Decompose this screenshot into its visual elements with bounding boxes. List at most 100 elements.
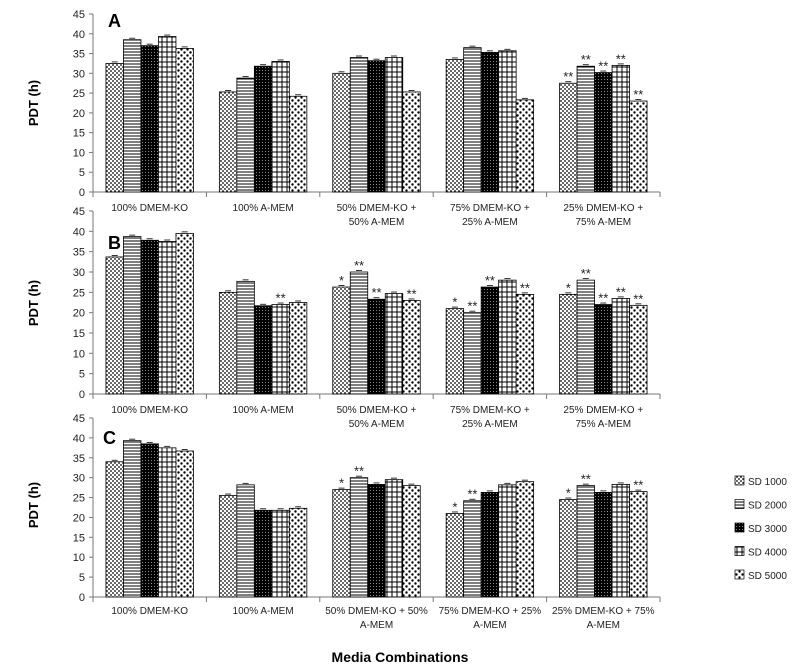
- bar-sd-1000: [332, 286, 351, 395]
- panel-label: B: [108, 233, 121, 253]
- bar-sd-1000: [218, 291, 238, 395]
- category-label: 25% DMEM-KO +: [563, 203, 643, 214]
- significance-mark: **: [354, 464, 364, 479]
- y-tick-label: 15: [73, 532, 85, 544]
- category-label: 25% DMEM-KO +: [563, 405, 643, 416]
- x-axis-title: Media Combinations: [332, 649, 469, 665]
- category-label: 75% A-MEM: [576, 419, 632, 430]
- bar-sd-2000: [236, 77, 255, 193]
- y-tick-label: 25: [73, 493, 85, 505]
- legend-label: SD 3000: [748, 524, 787, 535]
- y-tick-label: 40: [73, 226, 85, 238]
- bar-sd-2000: [349, 477, 369, 598]
- y-axis-label: PDT (h): [26, 280, 41, 326]
- legend-label: SD 1000: [748, 477, 787, 488]
- y-tick-label: 40: [73, 29, 85, 41]
- chart-panel-b: 0 5 10 15 20 25 30 35 40 45 PDT (h) B 100% DMEM-KO 10…: [26, 206, 661, 430]
- y-tick-label: 10: [73, 552, 85, 564]
- bar-sd-4000: [611, 65, 630, 193]
- legend-label: SD 4000: [748, 548, 787, 559]
- legend-swatch: [734, 569, 745, 580]
- bar-sd-5000: [402, 485, 421, 598]
- bar-sd-4000: [271, 509, 290, 598]
- significance-mark: **: [633, 291, 643, 306]
- bar-sd-2000: [123, 440, 142, 598]
- bar-sd-5000: [288, 507, 308, 598]
- bar-sd-1000: [218, 91, 238, 193]
- y-tick-label: 5: [79, 369, 85, 381]
- category-label: 50% A-MEM: [349, 217, 405, 228]
- bar-sd-1000: [559, 293, 578, 395]
- y-tick-label: 0: [79, 187, 85, 199]
- y-tick-label: 25: [73, 287, 85, 299]
- bar-sd-1000: [105, 256, 124, 395]
- legend-swatch: [734, 475, 745, 486]
- y-tick-label: 35: [73, 453, 85, 465]
- bar-sd-2000: [463, 312, 482, 395]
- y-tick-label: 0: [79, 389, 85, 401]
- significance-mark: **: [598, 291, 608, 306]
- bar-sd-2000: [463, 500, 482, 598]
- bar-sd-1000: [445, 308, 465, 395]
- bar-sd-4000: [384, 57, 404, 193]
- bar-sd-5000: [402, 91, 421, 193]
- bar-sd-4000: [158, 241, 177, 395]
- category-label: 100% A-MEM: [233, 606, 294, 617]
- legend-label: SD 2000: [748, 501, 787, 512]
- significance-mark: **: [406, 286, 416, 301]
- y-tick-label: 30: [73, 267, 85, 279]
- bar-sd-4000: [611, 298, 630, 395]
- y-tick-label: 10: [73, 348, 85, 360]
- bar-sd-3000: [140, 443, 159, 598]
- significance-mark: **: [581, 266, 591, 281]
- bar-sd-1000: [218, 495, 238, 598]
- bar-sd-2000: [349, 271, 369, 395]
- legend: SD 1000 SD 2000 SD 3000 SD 4000 SD 5000: [734, 475, 787, 582]
- category-label: 50% A-MEM: [349, 419, 405, 430]
- bar-sd-4000: [158, 447, 177, 598]
- significance-mark: **: [354, 258, 364, 273]
- bar-sd-5000: [175, 48, 194, 193]
- bar-sd-2000: [123, 39, 142, 193]
- bar-sd-5000: [629, 491, 648, 598]
- bar-sd-5000: [402, 300, 421, 395]
- bar-sd-3000: [140, 45, 159, 193]
- category-label: 25% DMEM-KO + 75%: [552, 606, 655, 617]
- bar-sd-4000: [611, 484, 630, 598]
- bar-sd-5000: [288, 302, 308, 395]
- significance-mark: **: [616, 284, 626, 299]
- significance-mark: **: [633, 87, 643, 102]
- significance-mark: **: [616, 51, 626, 66]
- bar-sd-5000: [515, 293, 535, 395]
- significance-mark: **: [633, 478, 643, 493]
- bar-sd-4000: [384, 479, 404, 598]
- bar-sd-2000: [123, 236, 142, 395]
- significance-mark: **: [467, 487, 477, 502]
- bar-sd-5000: [288, 95, 308, 193]
- category-label: 100% A-MEM: [233, 203, 294, 214]
- category-label: 100% DMEM-KO: [111, 405, 188, 416]
- y-tick-label: 20: [73, 512, 85, 524]
- legend-swatch: [734, 499, 745, 509]
- bar-sd-2000: [236, 280, 255, 395]
- bar-sd-5000: [515, 481, 535, 598]
- category-label: 25% A-MEM: [462, 419, 518, 430]
- category-label: 50% DMEM-KO +: [337, 203, 417, 214]
- significance-mark: **: [371, 285, 381, 300]
- bar-sd-5000: [175, 232, 194, 395]
- category-label: 75% A-MEM: [576, 217, 632, 228]
- y-axis-label: PDT (h): [26, 482, 41, 528]
- bar-sd-2000: [236, 484, 255, 598]
- significance-mark: **: [598, 59, 608, 74]
- significance-mark: *: [452, 295, 457, 310]
- category-label: 75% DMEM-KO +: [450, 405, 530, 416]
- y-tick-label: 30: [73, 68, 85, 80]
- significance-mark: **: [485, 273, 495, 288]
- bar-sd-1000: [332, 72, 351, 193]
- bar-sd-1000: [105, 63, 124, 193]
- bar-sd-5000: [629, 304, 648, 395]
- y-tick-label: 20: [73, 308, 85, 320]
- y-tick-label: 10: [73, 147, 85, 159]
- significance-mark: *: [566, 486, 571, 501]
- y-tick-label: 5: [79, 167, 85, 179]
